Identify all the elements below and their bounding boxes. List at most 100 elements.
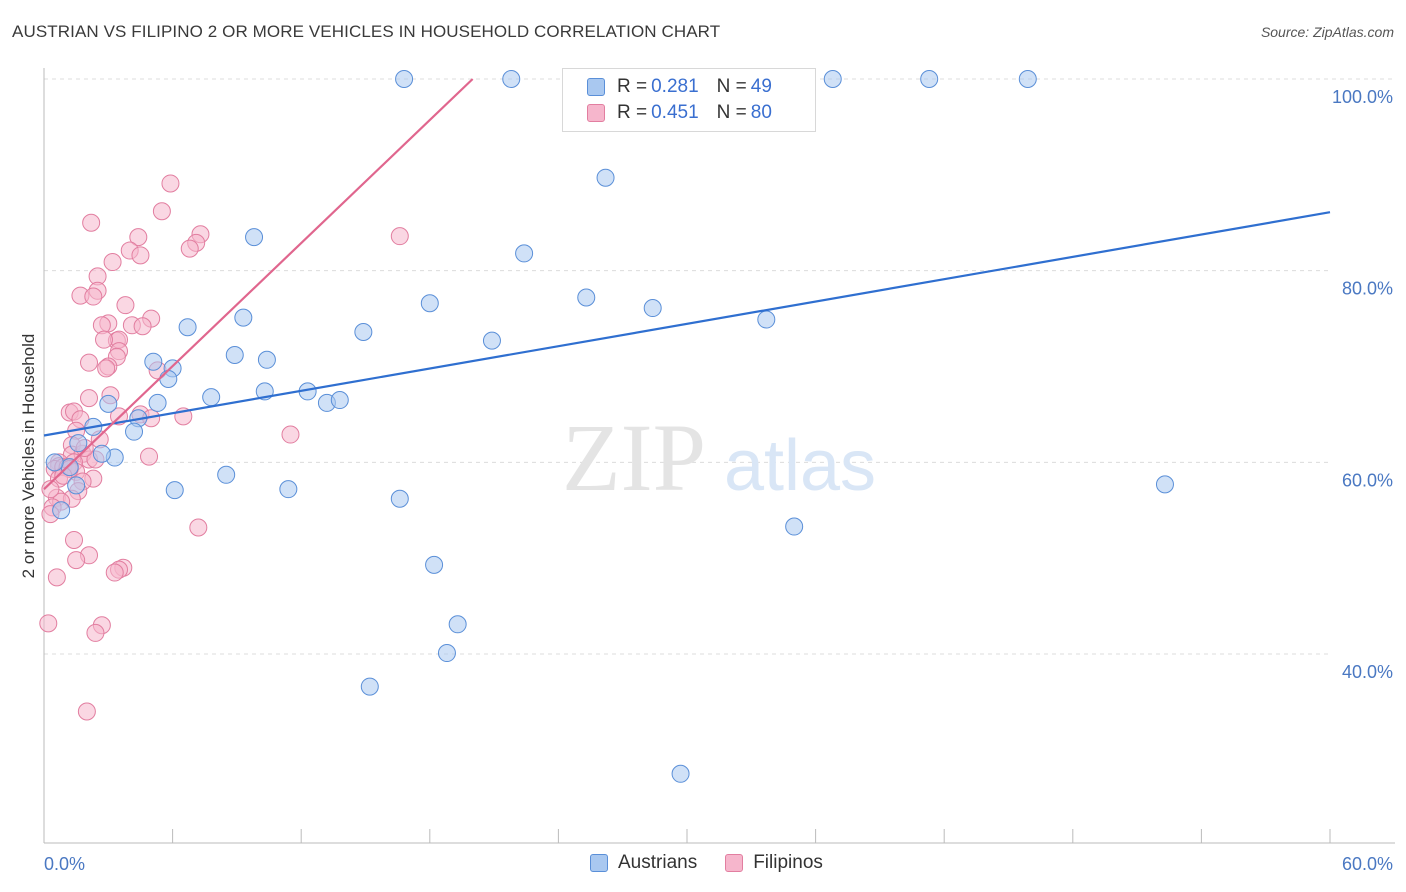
- austrians-point-48[interactable]: [45, 453, 64, 472]
- austrians-point-5[interactable]: [596, 168, 615, 187]
- austrians-point-3[interactable]: [920, 70, 939, 88]
- filipinos-point-0[interactable]: [161, 174, 180, 193]
- filipinos-point-31[interactable]: [80, 389, 99, 408]
- filipinos-point-3[interactable]: [390, 227, 409, 246]
- filipinos-point-2[interactable]: [82, 213, 101, 232]
- austrians-point-39[interactable]: [785, 517, 804, 536]
- series-legend: Austrians Filipinos: [590, 852, 851, 874]
- austrians-n-label: N =: [716, 76, 747, 97]
- y-tick-label-1: 60.0%: [1342, 470, 1393, 490]
- austrians-point-37[interactable]: [390, 489, 409, 508]
- austrians-point-17[interactable]: [144, 352, 163, 371]
- austrians-point-35[interactable]: [165, 481, 184, 500]
- filipinos-n-label: N =: [716, 102, 747, 123]
- filipinos-point-20[interactable]: [133, 317, 152, 336]
- filipinos-point-15[interactable]: [116, 296, 135, 315]
- filipinos-point-28[interactable]: [97, 359, 116, 378]
- watermark-atlas: atlas: [724, 426, 876, 506]
- austrians-point-23[interactable]: [202, 388, 221, 407]
- legend-item-austrians[interactable]: Austrians: [590, 852, 697, 874]
- austrians-point-4[interactable]: [1018, 70, 1037, 88]
- filipinos-point-14[interactable]: [84, 287, 103, 306]
- filipinos-point-40[interactable]: [281, 425, 300, 444]
- austrians-point-8[interactable]: [577, 288, 596, 307]
- filipinos-point-74[interactable]: [86, 623, 105, 642]
- filipinos-point-65[interactable]: [65, 530, 84, 549]
- austrians-point-38[interactable]: [1155, 475, 1174, 494]
- austrians-point-15[interactable]: [482, 331, 501, 350]
- austrians-points: [45, 70, 1174, 783]
- filipinos-point-71[interactable]: [47, 568, 66, 587]
- filipinos-point-4[interactable]: [129, 228, 148, 247]
- legend-row-filipinos: R = 0.451 N = 80: [587, 101, 776, 125]
- austrians-point-12[interactable]: [757, 310, 776, 329]
- austrians-point-32[interactable]: [92, 444, 111, 463]
- austrians-point-27[interactable]: [148, 393, 167, 412]
- filipinos-r-value: 0.451: [651, 102, 699, 123]
- austrians-point-1[interactable]: [502, 70, 521, 88]
- filipinos-point-9[interactable]: [131, 246, 150, 265]
- trend-lines: [43, 78, 1331, 490]
- austrians-point-41[interactable]: [448, 615, 467, 634]
- austrians-r-label: R =: [617, 76, 648, 97]
- y-tick-label-3: 100.0%: [1332, 87, 1393, 107]
- filipinos-point-64[interactable]: [189, 518, 208, 537]
- austrians-swatch: [587, 78, 605, 96]
- filipinos-point-1[interactable]: [152, 202, 171, 221]
- austrians-n-value: 49: [750, 76, 772, 97]
- filipinos-r-label: R =: [617, 102, 648, 123]
- filipinos-point-44[interactable]: [140, 447, 159, 466]
- filipinos-point-23[interactable]: [95, 330, 114, 349]
- austrians-point-18[interactable]: [257, 350, 276, 369]
- austrians-point-14[interactable]: [354, 323, 373, 341]
- austrians-point-45[interactable]: [52, 501, 71, 520]
- filipinos-point-76[interactable]: [41, 480, 60, 499]
- austrians-point-30[interactable]: [125, 422, 144, 441]
- austrians-point-26[interactable]: [330, 391, 349, 410]
- austrians-point-47[interactable]: [69, 434, 88, 453]
- filipinos-point-70[interactable]: [105, 563, 124, 582]
- austrians-point-20[interactable]: [159, 369, 178, 388]
- y-axis-label: 2 or more Vehicles in Household: [19, 334, 38, 579]
- austrians-point-10[interactable]: [643, 299, 662, 318]
- y-tick-label-2: 80.0%: [1342, 279, 1393, 299]
- filipinos-point-26[interactable]: [80, 353, 99, 372]
- austrians-point-0[interactable]: [395, 70, 414, 88]
- filipinos-n-value: 80: [750, 102, 772, 123]
- austrians-point-40[interactable]: [425, 555, 444, 574]
- austrians-point-33[interactable]: [217, 465, 236, 484]
- austrians-r-value: 0.281: [651, 76, 699, 97]
- austrians-point-25[interactable]: [99, 394, 118, 413]
- x-tick-label-0: 0.0%: [44, 854, 85, 874]
- filipinos-points: [39, 174, 409, 721]
- austrians-point-9[interactable]: [420, 294, 439, 313]
- austrians-point-6[interactable]: [245, 228, 264, 247]
- filipinos-point-67[interactable]: [67, 551, 86, 570]
- austrians-point-7[interactable]: [515, 244, 534, 263]
- austrians-point-42[interactable]: [437, 644, 456, 663]
- austrians-legend-swatch: [590, 854, 608, 872]
- austrians-point-34[interactable]: [67, 476, 86, 495]
- austrians-point-11[interactable]: [234, 308, 253, 327]
- filipinos-point-75[interactable]: [77, 702, 96, 721]
- stats-legend: R = 0.281 N = 49 R = 0.451 N = 80: [562, 68, 816, 132]
- filipinos-point-8[interactable]: [180, 239, 199, 258]
- austrians-point-44[interactable]: [671, 764, 690, 783]
- axes: [43, 68, 1395, 844]
- austrians-point-36[interactable]: [279, 480, 298, 499]
- source-label: Source: ZipAtlas.com: [1260, 24, 1394, 40]
- austrians-point-13[interactable]: [178, 318, 197, 337]
- watermark-zip: ZIP: [562, 404, 706, 511]
- filipinos-point-10[interactable]: [103, 253, 122, 272]
- austrians-point-16[interactable]: [225, 346, 244, 364]
- tick-labels: 40.0% 60.0% 80.0% 100.0% 0.0% 60.0%: [44, 87, 1393, 874]
- austrians-point-2[interactable]: [823, 70, 842, 88]
- austrians-point-46[interactable]: [60, 458, 79, 477]
- filipinos-point-72[interactable]: [39, 614, 58, 633]
- x-tick-label-1: 60.0%: [1342, 854, 1393, 874]
- legend-item-filipinos[interactable]: Filipinos: [725, 852, 823, 874]
- austrians-point-43[interactable]: [360, 677, 379, 696]
- chart-title: AUSTRIAN VS FILIPINO 2 OR MORE VEHICLES …: [12, 22, 721, 41]
- filipinos-trend-line: [43, 78, 474, 490]
